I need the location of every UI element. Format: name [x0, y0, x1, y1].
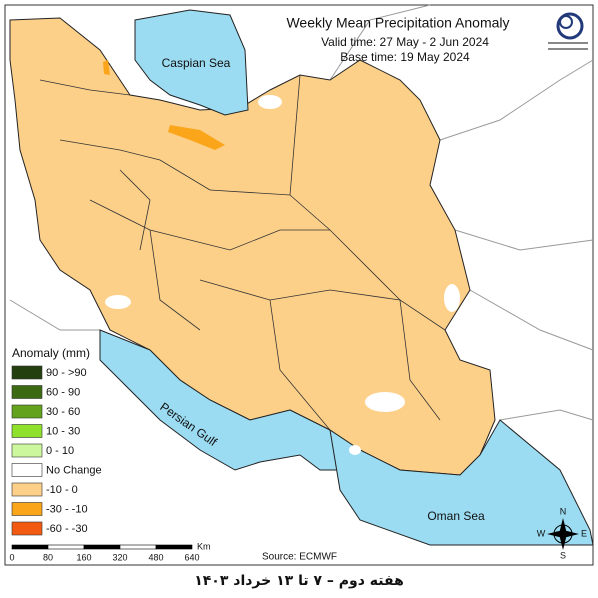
- patches: [105, 95, 460, 455]
- patch: [103, 60, 110, 75]
- scale-segment: [119, 544, 157, 550]
- valid-time: Valid time: 27 May - 2 Jun 2024: [321, 35, 489, 49]
- frame: [4, 4, 594, 566]
- scale-segment: [155, 544, 193, 550]
- provinces: [39, 74, 446, 431]
- legend-swatch: [11, 404, 43, 419]
- compass-label: E: [581, 528, 587, 538]
- legend-label: 0 - 10: [46, 445, 74, 457]
- scale-label: 160: [76, 552, 91, 562]
- base-time: Base time: 19 May 2024: [340, 50, 470, 64]
- legend-label: -30 - -10: [46, 503, 88, 515]
- source: Source: ECMWF: [262, 552, 337, 563]
- legend-label: 30 - 60: [46, 406, 80, 418]
- legend-swatch: [11, 502, 43, 516]
- scale-label: 0: [9, 552, 14, 562]
- scale-label: 320: [112, 552, 127, 562]
- legend-swatch: [11, 482, 43, 497]
- sea-label: Caspian Sea: [162, 56, 231, 70]
- legend-label: 60 - 90: [46, 386, 80, 398]
- caspian-sea: [134, 9, 249, 116]
- scale-segment: [47, 544, 85, 550]
- legend-label: -60 - -30: [46, 523, 88, 535]
- legend-title: Anomaly (mm): [12, 346, 90, 360]
- legend-label: -10 - 0: [46, 484, 78, 496]
- compass-label: W: [537, 528, 546, 538]
- title: Weekly Mean Precipitation Anomaly: [286, 15, 509, 31]
- iran: [9, 17, 496, 476]
- scale-label: 640: [184, 552, 199, 562]
- logo: [548, 12, 588, 50]
- legend-swatch: [11, 385, 43, 399]
- legend: Anomaly (mm) 90 - >90 60 - 90 30 - 60 10 - …: [11, 346, 102, 536]
- legend-swatch: [11, 463, 43, 477]
- legend-label: 90 - >90: [46, 367, 87, 379]
- scale-label: 480: [148, 552, 163, 562]
- compass-label: S: [560, 550, 566, 560]
- legend-label: No Change: [46, 464, 102, 476]
- legend-swatch: [11, 365, 43, 380]
- legend-label: 10 - 30: [46, 425, 80, 437]
- neighbor-borders: [9, 4, 594, 421]
- patch: [168, 125, 225, 150]
- caption: هفته دوم – ۷ تا ۱۳ خرداد ۱۴۰۳: [194, 573, 404, 589]
- legend-swatch: [11, 521, 43, 536]
- persian-gulf: [99, 329, 346, 471]
- legend-swatch: [11, 443, 43, 458]
- sea-label: Oman Sea: [427, 509, 485, 523]
- scale-unit: Km: [197, 541, 211, 551]
- scale-segment: [83, 544, 121, 550]
- legend-swatch: [11, 424, 43, 438]
- compass: N E S W: [537, 506, 587, 560]
- scale-segment: [11, 544, 49, 550]
- oman-sea: [329, 419, 594, 546]
- compass-label: N: [560, 506, 567, 516]
- scale-label: 80: [43, 552, 53, 562]
